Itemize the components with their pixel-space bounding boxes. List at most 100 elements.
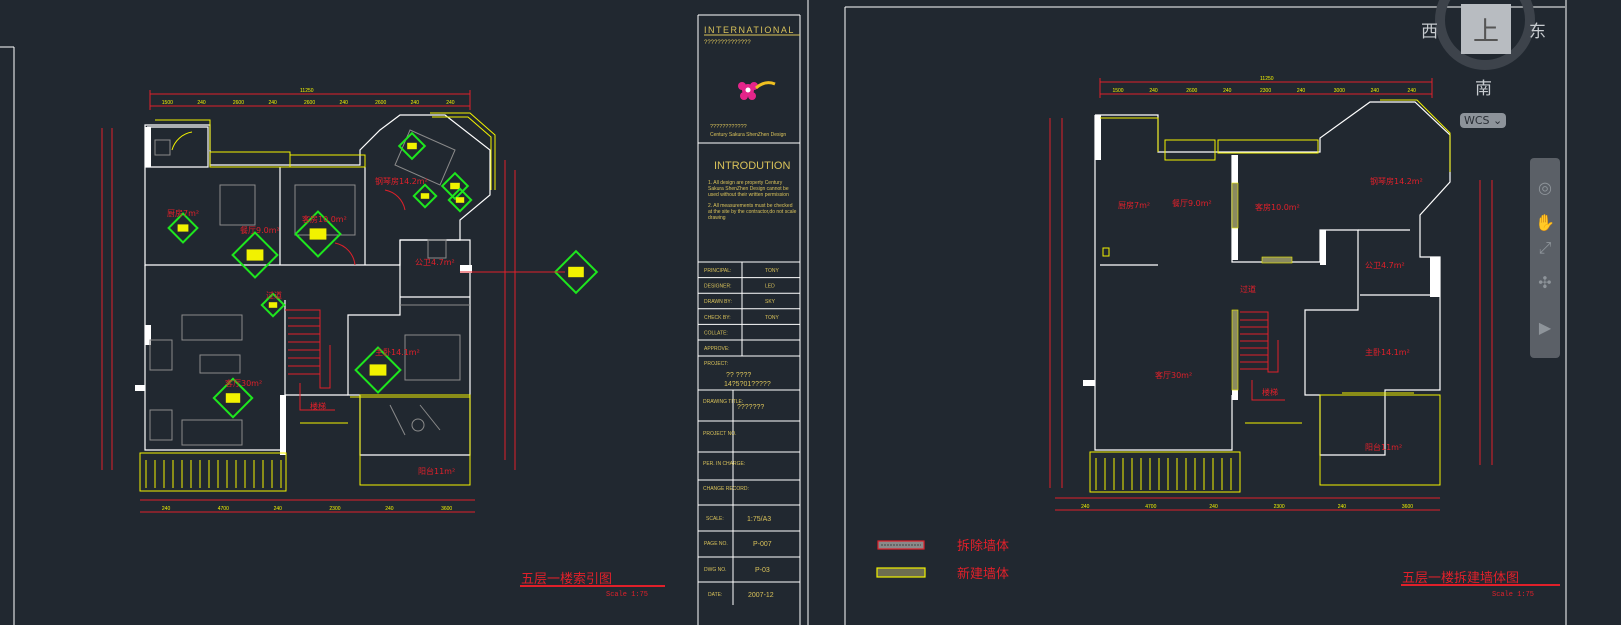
title-block: INTERNATIONAL ?????????????? ???????????… [698, 25, 800, 605]
dimension-text: 1500 [1112, 88, 1123, 94]
room-piano: 钢琴房14.2m² [375, 176, 428, 186]
index-symbol-icon[interactable] [260, 292, 286, 318]
per-in-charge-label: PER. IN CHARGE: [703, 461, 745, 467]
tb-row-value: SKY [765, 299, 776, 305]
tb-row-label: DESIGNER: [704, 284, 732, 290]
legend-demolish-wall: 拆除墙体 [957, 539, 1009, 554]
logo-en: Century Sakura ShenZhen Design [710, 132, 786, 138]
dim-total: 11250 [1260, 76, 1274, 82]
index-symbol-icon[interactable] [231, 231, 279, 279]
room-master: 主卧14.1m² [375, 347, 420, 357]
dimension-text: 240 [1338, 504, 1347, 510]
room-dining: 餐厅9.0m² [1172, 199, 1212, 208]
tb-row-label: COLLATE: [704, 330, 728, 336]
dimension-text: 240 [1297, 88, 1306, 94]
room-balcony: 阳台11m² [418, 466, 455, 476]
tb-row-label: APPROVE: [704, 346, 730, 352]
legend-new-wall: 新建墙体 [957, 566, 1009, 582]
windows [1089, 99, 1451, 493]
walls [135, 114, 491, 456]
project-value-1: ?? ???? [726, 372, 751, 379]
logo-cn: ???????????? [710, 124, 747, 130]
pan-hand-icon[interactable]: ✋ [1535, 213, 1555, 232]
index-symbol-icon[interactable] [447, 187, 473, 213]
dimension-text: 3600 [441, 506, 452, 512]
project-label: PROJECT: [704, 361, 728, 367]
tb-row-value: TONY [765, 315, 779, 321]
page-no-label: PAGE NO. [704, 541, 728, 547]
tb-row-label: DRAWN BY: [704, 299, 732, 305]
room-piano: 钢琴房14.2m² [1370, 176, 1423, 186]
furniture [149, 129, 461, 446]
scale-label: SCALE: [706, 516, 724, 522]
dimension-text: 240 [162, 506, 171, 512]
date-value: 2007-12 [748, 592, 774, 599]
wall-hatches [1102, 182, 1293, 391]
dwg-no-value: P-03 [755, 567, 770, 574]
dimension-text: 1500 [162, 100, 173, 106]
date-label: DATE: [708, 592, 722, 598]
index-symbol-icon[interactable] [212, 377, 254, 419]
dimension-text: 3000 [1334, 88, 1345, 94]
room-guest: 客房10.0m² [302, 214, 347, 224]
dimension-text: 240 [1149, 88, 1158, 94]
wcs-menu-button[interactable]: WCS ⌄ [1460, 113, 1506, 128]
windows [139, 112, 496, 492]
stairs [1240, 311, 1285, 401]
tb-row-label: CHECK BY: [704, 315, 731, 321]
dimension-text: 240 [340, 100, 349, 106]
room-living: 客厅30m² [225, 378, 262, 388]
viewcube-compass-ring[interactable] [1435, 0, 1535, 70]
index-symbol-icon[interactable] [397, 131, 427, 161]
index-symbol-icon[interactable] [294, 210, 342, 258]
navigation-bar[interactable]: ◎ ✋ ⤢ ✣ ▶ [1530, 158, 1560, 358]
index-symbols [167, 131, 599, 419]
left-floor-plan[interactable]: 11250 1500 240 2600 240 2600 240 2600 240 240 240… [101, 88, 665, 599]
room-stairs: 楼梯 [1262, 387, 1278, 397]
page-no-value: P-007 [753, 541, 772, 548]
company-sub: ?????????????? [704, 40, 751, 46]
chevron-down-icon: ⌄ [1493, 114, 1503, 127]
compass-south[interactable]: 南 [1475, 79, 1492, 99]
viewcube[interactable]: 上 西 东 南 [1421, 0, 1546, 99]
drawing-title-value: ??????? [737, 404, 764, 411]
room-dining: 餐厅9.0m² [240, 226, 280, 235]
project-value-2: 14?5?01????? [724, 381, 771, 388]
dimension-text: 240 [197, 100, 206, 106]
dimension-text: 240 [446, 100, 455, 106]
index-symbol-icon[interactable] [412, 183, 438, 209]
sheet-frames [0, 0, 1567, 625]
dimension-text: 3600 [1402, 504, 1413, 510]
index-symbol-icon[interactable] [167, 212, 199, 244]
tb-row-value: LED [765, 284, 775, 290]
dimension-text: 4700 [1145, 504, 1156, 510]
zoom-extents-icon[interactable]: ⤢ [1538, 238, 1552, 257]
dwg-no-label: DWG NO. [704, 567, 727, 573]
compass-east[interactable]: 东 [1529, 22, 1546, 42]
compass-west[interactable]: 西 [1421, 22, 1438, 42]
dimension-text: 2600 [1186, 88, 1197, 94]
index-symbol-icon[interactable] [553, 249, 599, 295]
sakura-logo-icon [738, 81, 776, 100]
dimension-text: 240 [274, 506, 283, 512]
orbit-icon[interactable]: ✣ [1538, 273, 1552, 292]
dimension-text: 4700 [218, 506, 229, 512]
room-balcony: 阳台11m² [1365, 442, 1402, 452]
wcs-label: WCS [1464, 114, 1490, 127]
dim-total: 11250 [300, 88, 314, 94]
showmotion-icon[interactable]: ▶ [1538, 318, 1552, 337]
dimension-text: 2300 [329, 506, 340, 512]
index-symbol-icon[interactable] [440, 171, 470, 201]
dimension-text: 240 [1223, 88, 1232, 94]
intro-title: INTRODUTION [714, 160, 790, 172]
steering-wheel-icon[interactable]: ◎ [1538, 178, 1552, 197]
room-bath: 公卫4.7m² [1365, 261, 1405, 270]
room-living: 客厅30m² [1155, 370, 1192, 380]
viewcube-top-face[interactable]: 上 [1461, 4, 1511, 54]
room-guest: 客房10.0m² [1255, 202, 1300, 212]
index-symbol-icon[interactable] [354, 346, 402, 394]
tb-row-value: TONY [765, 268, 779, 274]
right-plan-scale: Scale 1:75 [1492, 591, 1534, 599]
right-floor-plan[interactable]: 11250 1500 240 2600 240 2300 240 3000 240 240 240… [1049, 76, 1560, 599]
